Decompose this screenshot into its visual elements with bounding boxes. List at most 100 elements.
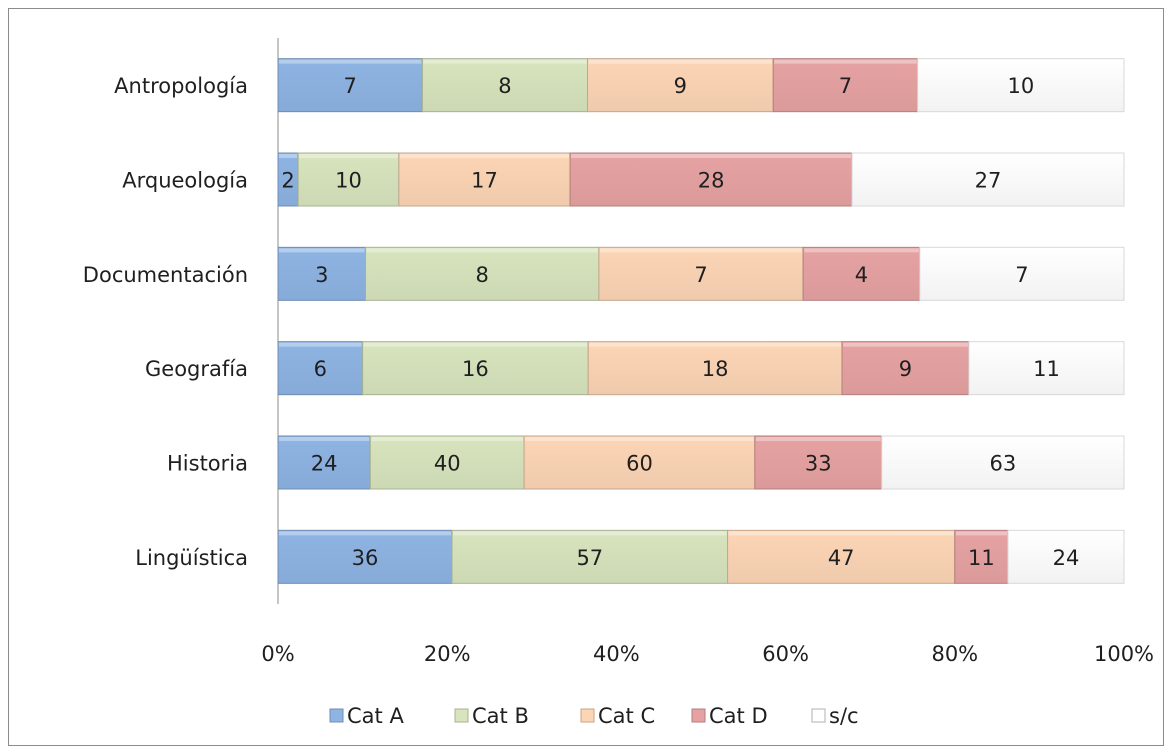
x-tick-label: 80% bbox=[931, 642, 978, 666]
bar-highlight bbox=[728, 531, 954, 536]
data-label-arqueologia-cat-c: 17 bbox=[471, 169, 498, 193]
bar-highlight bbox=[279, 248, 365, 253]
bar-historia-cat-c bbox=[523, 435, 756, 490]
bar-highlight bbox=[588, 59, 773, 64]
data-label-linguistica-cat-c: 47 bbox=[828, 546, 855, 570]
bar-highlight bbox=[955, 531, 1007, 536]
data-label-linguistica-s-c: 24 bbox=[1053, 546, 1080, 570]
legend-label-cat-d: Cat D bbox=[709, 704, 768, 728]
data-label-geografia-cat-b: 16 bbox=[462, 357, 489, 381]
legend-label-cat-b: Cat B bbox=[472, 704, 529, 728]
bar-highlight bbox=[299, 154, 398, 158]
data-label-historia-cat-b: 40 bbox=[434, 452, 461, 476]
data-label-geografia-cat-d: 9 bbox=[899, 357, 912, 381]
bar-antropologia-s-c bbox=[917, 58, 1125, 113]
bar-arqueologia-cat-d bbox=[569, 152, 853, 207]
bar-documentacion-cat-c bbox=[598, 246, 804, 301]
bar-documentacion-s-c bbox=[919, 246, 1125, 301]
data-label-antropologia-s-c: 10 bbox=[1007, 74, 1034, 98]
data-label-documentacion-s-c: 7 bbox=[1015, 263, 1028, 287]
legend-swatch-s-c bbox=[811, 708, 826, 723]
bar-highlight bbox=[1008, 531, 1123, 536]
bar-highlight bbox=[920, 248, 1123, 253]
bar-historia-cat-d bbox=[754, 435, 883, 490]
data-label-arqueologia-cat-a: 2 bbox=[281, 169, 294, 193]
bar-linguistica-cat-b bbox=[451, 529, 729, 584]
category-label-arqueologia: Arqueología bbox=[122, 169, 248, 193]
bar-documentacion-cat-d bbox=[802, 246, 921, 301]
bar-historia-s-c bbox=[881, 435, 1125, 490]
data-label-historia-cat-d: 33 bbox=[805, 452, 832, 476]
category-label-geografia: Geografía bbox=[145, 357, 248, 381]
bar-highlight bbox=[571, 154, 852, 158]
bar-highlight bbox=[371, 437, 524, 441]
bar-highlight bbox=[599, 248, 803, 253]
data-label-documentacion-cat-c: 7 bbox=[694, 263, 707, 287]
category-label-linguistica: Lingüística bbox=[135, 546, 248, 570]
x-tick-label: 20% bbox=[424, 642, 471, 666]
bar-highlight bbox=[882, 437, 1123, 441]
bar-highlight bbox=[423, 59, 587, 64]
data-label-geografia-cat-c: 18 bbox=[702, 357, 729, 381]
bar-linguistica-cat-d bbox=[954, 529, 1009, 584]
bar-highlight bbox=[453, 531, 727, 536]
bar-antropologia-cat-b bbox=[421, 58, 589, 113]
data-label-arqueologia-cat-d: 28 bbox=[698, 169, 725, 193]
bar-highlight bbox=[366, 248, 598, 253]
category-label-historia: Historia bbox=[167, 452, 248, 476]
data-label-arqueologia-cat-b: 10 bbox=[335, 169, 362, 193]
data-label-geografia-s-c: 11 bbox=[1033, 357, 1060, 381]
legend-swatch-cat-d bbox=[691, 708, 706, 723]
bar-geografia-s-c bbox=[968, 341, 1125, 396]
bar-highlight bbox=[918, 59, 1123, 64]
bar-highlight bbox=[279, 154, 298, 158]
data-label-historia-cat-c: 60 bbox=[626, 452, 653, 476]
bar-highlight bbox=[279, 342, 362, 347]
data-label-documentacion-cat-d: 4 bbox=[855, 263, 868, 287]
data-label-antropologia-cat-c: 9 bbox=[674, 74, 687, 98]
data-label-antropologia-cat-a: 7 bbox=[344, 74, 357, 98]
legend-swatch-cat-c bbox=[580, 708, 595, 723]
category-label-documentacion: Documentación bbox=[83, 263, 248, 287]
bar-linguistica-s-c bbox=[1007, 529, 1125, 584]
data-label-arqueologia-s-c: 27 bbox=[975, 169, 1002, 193]
legend-swatch-cat-b bbox=[454, 708, 469, 723]
bar-documentacion-cat-b bbox=[365, 246, 600, 301]
x-tick-label: 40% bbox=[593, 642, 640, 666]
bar-highlight bbox=[279, 531, 452, 536]
data-label-linguistica-cat-a: 36 bbox=[352, 546, 379, 570]
bar-highlight bbox=[589, 342, 841, 347]
bar-geografia-cat-d bbox=[841, 341, 970, 396]
bar-antropologia-cat-a bbox=[277, 58, 423, 113]
legend-label-cat-c: Cat C bbox=[598, 704, 655, 728]
x-tick-label: 60% bbox=[762, 642, 809, 666]
data-label-antropologia-cat-b: 8 bbox=[498, 74, 511, 98]
data-label-geografia-cat-a: 6 bbox=[314, 357, 327, 381]
data-label-documentacion-cat-a: 3 bbox=[315, 263, 328, 287]
bar-highlight bbox=[525, 437, 754, 441]
bar-linguistica-cat-a bbox=[277, 529, 453, 584]
bar-arqueologia-s-c bbox=[851, 152, 1125, 207]
bar-highlight bbox=[755, 437, 881, 441]
data-label-historia-s-c: 63 bbox=[990, 452, 1017, 476]
data-label-linguistica-cat-d: 11 bbox=[968, 546, 995, 570]
bar-highlight bbox=[969, 342, 1123, 347]
data-label-documentacion-cat-b: 8 bbox=[476, 263, 489, 287]
bar-highlight bbox=[279, 59, 422, 64]
bar-highlight bbox=[399, 154, 570, 158]
bar-highlight bbox=[804, 248, 919, 253]
data-label-antropologia-cat-d: 7 bbox=[839, 74, 852, 98]
x-tick-label: 0% bbox=[261, 642, 294, 666]
data-label-linguistica-cat-b: 57 bbox=[576, 546, 603, 570]
legend-label-cat-a: Cat A bbox=[347, 704, 404, 728]
x-tick-label: 100% bbox=[1094, 642, 1154, 666]
bar-highlight bbox=[774, 59, 917, 64]
bar-linguistica-cat-c bbox=[727, 529, 956, 584]
legend-swatch-cat-a bbox=[329, 708, 344, 723]
bar-highlight bbox=[363, 342, 588, 347]
bar-highlight bbox=[279, 437, 370, 441]
legend-label-s-c: s/c bbox=[829, 704, 859, 728]
bar-geografia-cat-c bbox=[587, 341, 843, 396]
data-label-historia-cat-a: 24 bbox=[311, 452, 338, 476]
